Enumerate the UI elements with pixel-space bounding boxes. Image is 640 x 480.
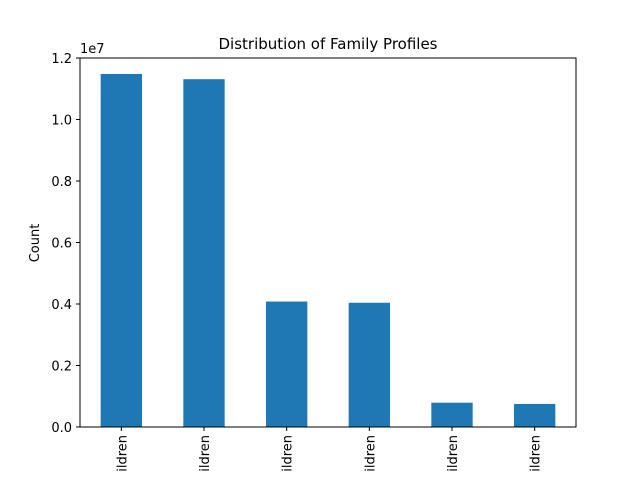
bar-3 (348, 302, 390, 427)
x-axis: ildren ildren ildren ildren ildren ildren (115, 427, 544, 472)
y-tick-label-0: 0.0 (51, 421, 72, 436)
y-tick-label-1: 0.2 (51, 360, 72, 375)
plot-frame (79, 57, 577, 428)
x-tick-label-4: ildren (446, 435, 461, 472)
y-tick-label-3: 0.6 (51, 237, 72, 252)
y-axis-offset-label: 1e7 (80, 42, 105, 57)
y-axis-label: Count (28, 224, 43, 263)
bar-1 (183, 79, 225, 427)
y-tick-label-6: 1.2 (51, 52, 72, 67)
bars-group (100, 73, 556, 428)
x-tick-label-0: ildren (115, 435, 130, 472)
x-tick-label-1: ildren (198, 435, 213, 472)
y-tick-label-4: 0.8 (51, 175, 72, 190)
y-tick-label-2: 0.4 (51, 298, 72, 313)
x-tick-label-5: ildren (529, 435, 544, 472)
y-axis: 0.0 0.2 0.4 0.6 0.8 1.0 1.2 (51, 52, 80, 436)
bar-0 (100, 73, 142, 428)
y-tick-label-5: 1.0 (51, 114, 72, 129)
x-tick-label-3: ildren (363, 435, 378, 472)
chart-title: Distribution of Family Profiles (219, 35, 438, 53)
bar-4 (431, 402, 473, 427)
x-tick-label-2: ildren (281, 435, 296, 472)
bar-5 (514, 403, 556, 427)
bar-2 (266, 301, 308, 427)
